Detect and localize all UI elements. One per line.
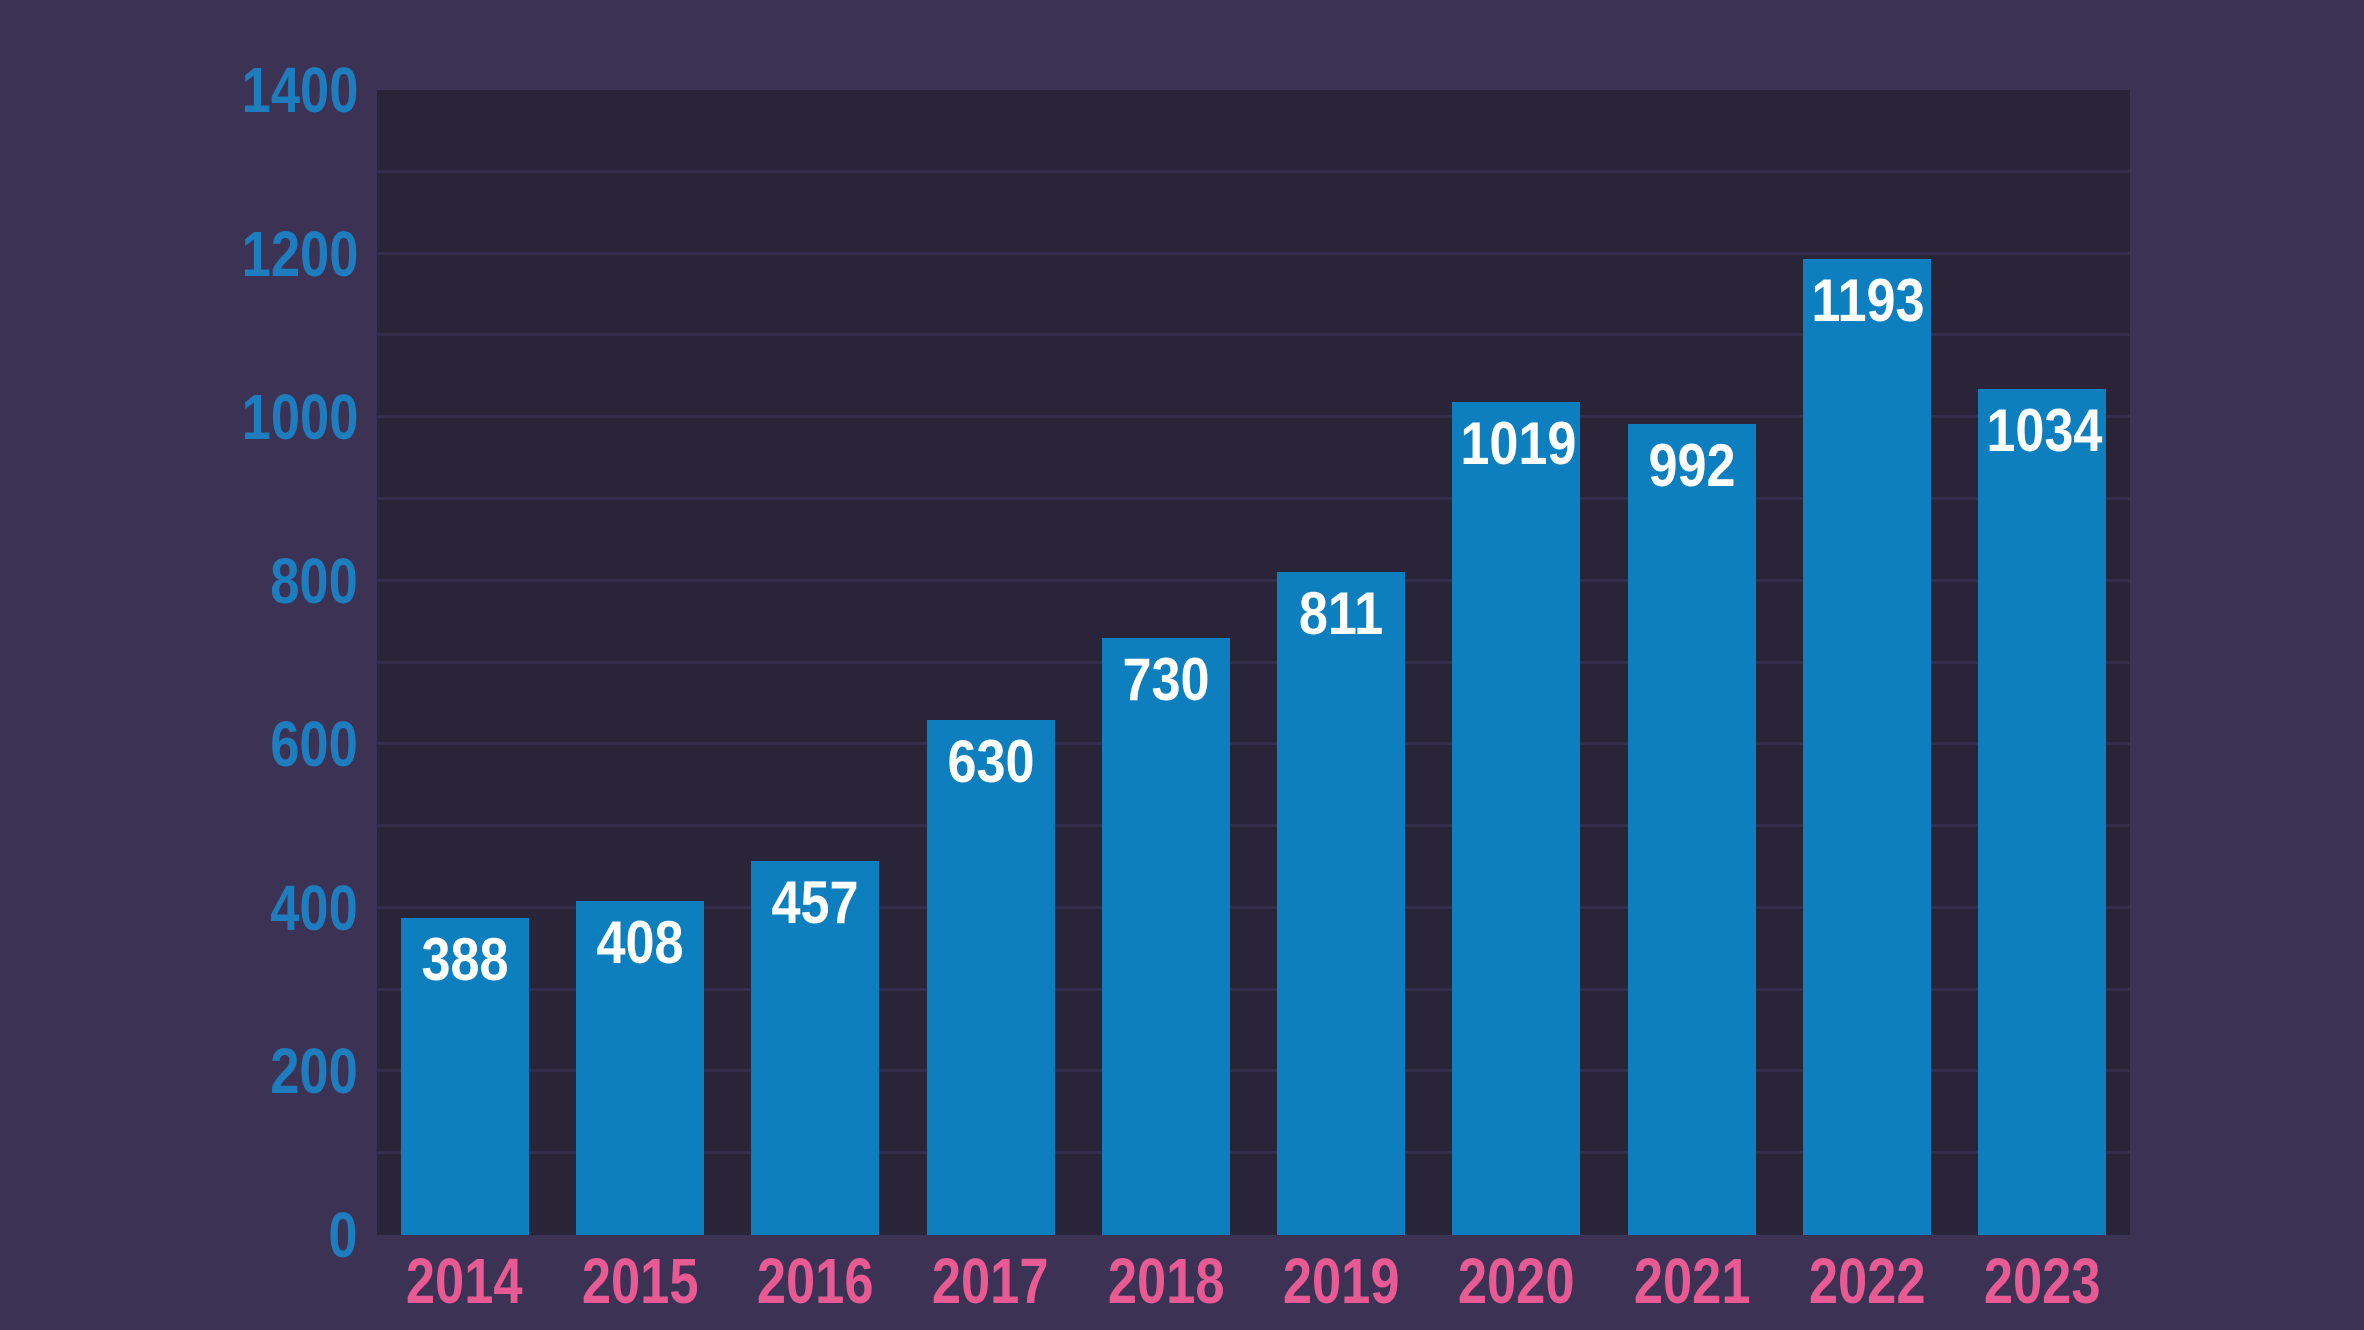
- gridline-200: [377, 1069, 2130, 1073]
- bar-slot-2023: 1034: [1955, 90, 2130, 1235]
- gridline-500: [377, 824, 2130, 828]
- y-tick-label-600: 600: [270, 708, 358, 781]
- bar-slot-2014: 388: [377, 90, 552, 1235]
- y-tick-label-800: 800: [270, 544, 358, 617]
- gridline-600: [377, 742, 2130, 746]
- y-tick-label-400: 400: [270, 871, 358, 944]
- bar-value-label: 457: [771, 869, 859, 937]
- x-tick-label-2019: 2019: [1282, 1245, 1400, 1317]
- bar-2017: 630: [926, 719, 1055, 1235]
- bar-2020: 1019: [1452, 401, 1581, 1235]
- x-tick-label-2018: 2018: [1107, 1245, 1225, 1317]
- y-axis: 0 200 400 600 800 1000 1200 1400: [80, 58, 358, 1267]
- gridline-400: [377, 905, 2130, 909]
- gridline-1000: [377, 415, 2130, 419]
- bar-value-label: 730: [1122, 645, 1210, 713]
- x-tick-label-2022: 2022: [1808, 1245, 1926, 1317]
- bar-2021: 992: [1627, 423, 1756, 1235]
- bar-slot-2022: 1193: [1779, 90, 1954, 1235]
- x-tick-label-2021: 2021: [1633, 1245, 1751, 1317]
- x-axis: 2014 2015 2016 2017 2018 2019 2020 2021 2022 2023: [377, 1243, 2130, 1323]
- bar-value-label: 388: [421, 925, 509, 993]
- bar-2016: 457: [751, 861, 880, 1235]
- x-tick-label-2015: 2015: [581, 1245, 699, 1317]
- plot-area: 388 408 457 630 730 811 1019 992 1193 1034: [377, 90, 2130, 1235]
- bar-value-label: 630: [946, 727, 1035, 795]
- bar-value-label: 408: [596, 909, 684, 977]
- bar-slot-2015: 408: [552, 90, 727, 1235]
- bar-2023: 1034: [1978, 389, 2107, 1235]
- bar-value-label: 811: [1299, 579, 1384, 647]
- gridline-100: [377, 1151, 2130, 1155]
- y-tick-label-1200: 1200: [241, 217, 358, 290]
- bar-2022: 1193: [1803, 259, 1932, 1235]
- y-tick-label-1400: 1400: [241, 54, 358, 126]
- bar-slot-2019: 811: [1253, 90, 1428, 1235]
- x-tick-label-2016: 2016: [756, 1245, 874, 1317]
- x-tick-label-2017: 2017: [932, 1245, 1049, 1317]
- y-tick-label-1000: 1000: [241, 381, 358, 454]
- bar-2014: 388: [400, 917, 529, 1235]
- gridline-900: [377, 496, 2130, 500]
- x-tick-label-2023: 2023: [1983, 1245, 2101, 1317]
- gridline-1300: [377, 169, 2130, 173]
- bar-slot-2021: 992: [1604, 90, 1779, 1235]
- y-tick-label-0: 0: [328, 1199, 358, 1271]
- gridline-800: [377, 578, 2130, 582]
- x-tick-label-2014: 2014: [406, 1245, 524, 1317]
- bar-slot-2017: 630: [903, 90, 1078, 1235]
- x-tick-label-2020: 2020: [1458, 1245, 1575, 1317]
- bar-slot-2018: 730: [1078, 90, 1253, 1235]
- bar-value-label: 1193: [1811, 267, 1925, 335]
- bars: 388 408 457 630 730 811 1019 992 1193 1034: [377, 90, 2130, 1235]
- gridline-300: [377, 987, 2130, 991]
- bar-value-label: 992: [1648, 431, 1736, 499]
- bar-value-label: 1019: [1460, 409, 1577, 477]
- gridline-1200: [377, 251, 2130, 255]
- bar-slot-2016: 457: [728, 90, 903, 1235]
- bar-2019: 811: [1277, 571, 1406, 1235]
- bar-2018: 730: [1101, 637, 1230, 1235]
- y-tick-label-200: 200: [270, 1035, 358, 1108]
- bar-slot-2020: 1019: [1429, 90, 1604, 1235]
- bar-2015: 408: [575, 901, 704, 1235]
- bar-value-label: 1034: [1986, 397, 2103, 465]
- gridline-700: [377, 660, 2130, 664]
- gridline-1100: [377, 333, 2130, 337]
